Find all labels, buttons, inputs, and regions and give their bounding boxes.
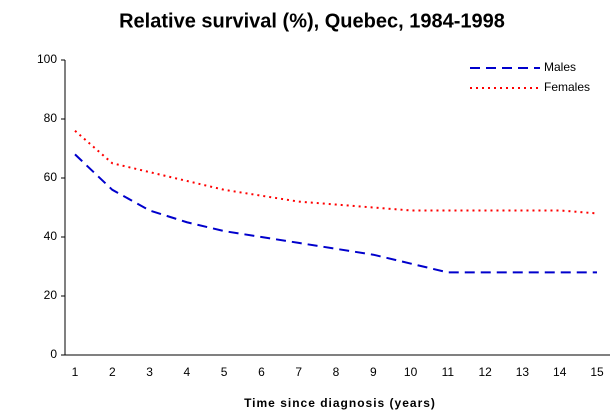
x-tick-label: 3 bbox=[146, 365, 153, 379]
x-tick-label: 9 bbox=[370, 365, 377, 379]
x-tick-label: 15 bbox=[590, 365, 604, 379]
x-tick-label: 2 bbox=[109, 365, 116, 379]
series-line bbox=[74, 130, 598, 215]
x-tick-label: 8 bbox=[333, 365, 340, 379]
x-tick-label: 5 bbox=[221, 365, 228, 379]
x-tick-label: 11 bbox=[442, 365, 455, 379]
y-tick-label: 20 bbox=[44, 288, 58, 302]
chart-title: Relative survival (%), Quebec, 1984-1998 bbox=[119, 10, 505, 32]
y-tick-label: 100 bbox=[37, 52, 57, 66]
y-tick-label: 80 bbox=[44, 111, 58, 125]
y-tick-label: 40 bbox=[44, 229, 58, 243]
legend-label: Females bbox=[544, 80, 590, 94]
y-tick-label: 0 bbox=[50, 347, 57, 361]
x-tick-label: 12 bbox=[478, 365, 492, 379]
x-axis-label: Time since diagnosis (years) bbox=[244, 396, 436, 410]
x-tick-label: 13 bbox=[516, 365, 530, 379]
x-tick-label: 10 bbox=[404, 365, 418, 379]
legend-label: Males bbox=[544, 60, 576, 74]
x-tick-label: 7 bbox=[295, 365, 302, 379]
y-tick-label: 60 bbox=[44, 170, 58, 184]
x-tick-label: 1 bbox=[72, 365, 79, 379]
x-tick-label: 6 bbox=[258, 365, 265, 379]
x-tick-label: 4 bbox=[184, 365, 191, 379]
x-tick-label: 14 bbox=[553, 365, 567, 379]
